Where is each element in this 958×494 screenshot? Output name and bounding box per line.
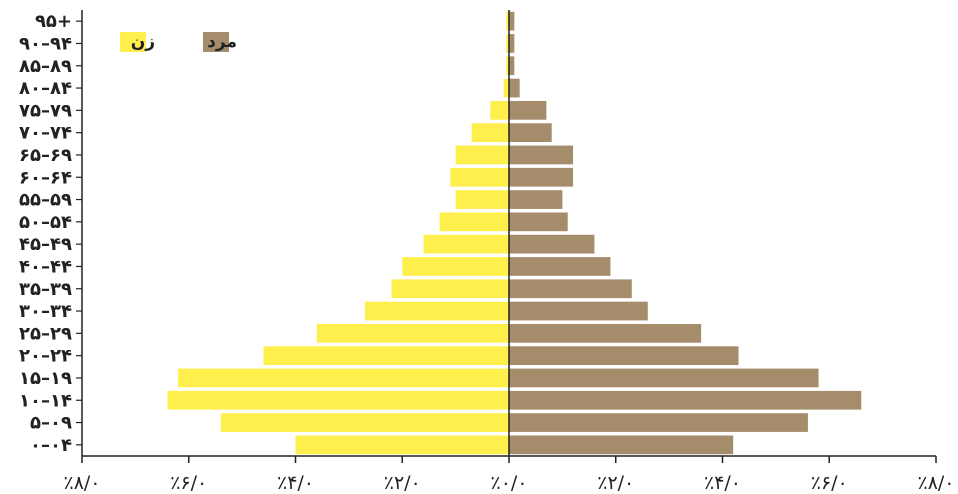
bar-female-15 — [490, 100, 509, 120]
y-tick-label-15: ۷۵–۷۹ — [19, 100, 72, 121]
x-tick-label-3: ٪۲/۰ — [384, 472, 421, 494]
bar-male-15 — [509, 100, 547, 120]
bar-male-12 — [509, 167, 574, 187]
bar-male-7 — [509, 279, 632, 299]
bar-male-5 — [509, 323, 702, 343]
bar-male-1 — [509, 413, 808, 432]
y-tick-label-13: ۶۵–۶۹ — [19, 145, 72, 166]
bar-female-3 — [178, 368, 509, 388]
bar-male-4 — [509, 346, 739, 366]
x-tick-label-1: ٪۶/۰ — [170, 472, 207, 494]
x-tick-label-4: ٪۰/۰ — [490, 472, 527, 494]
y-tick-label-3: ۱۵–۱۹ — [19, 368, 72, 389]
bar-male-2 — [509, 390, 862, 410]
x-tick-label-6: ٪۴/۰ — [704, 472, 741, 494]
bars-group — [167, 11, 862, 455]
bar-male-9 — [509, 234, 595, 254]
y-tick-label-6: ۳۰–۳۴ — [19, 301, 72, 322]
y-tick-label-5: ۲۵–۲۹ — [19, 323, 72, 344]
bar-female-8 — [402, 257, 509, 276]
y-tick-label-7: ۳۵–۳۹ — [19, 279, 72, 300]
y-tick-label-10: ۵۰–۵۴ — [19, 212, 72, 233]
bar-female-2 — [167, 390, 509, 410]
bar-male-6 — [509, 301, 648, 321]
y-tick-label-4: ۲۰–۲۴ — [19, 346, 72, 367]
x-tick-label-8: ٪۸/۰ — [917, 472, 954, 494]
y-tick-label-18: ۹۰–۹۴ — [19, 33, 72, 54]
age-group-labels: ۰–۰۴۵–۰۹۱۰–۱۴۱۵–۱۹۲۰–۲۴۲۵–۲۹۳۰–۳۴۳۵–۳۹۴۰… — [19, 11, 72, 456]
bar-female-17 — [506, 56, 509, 76]
x-tick-label-7: ٪۶/۰ — [811, 472, 848, 494]
bar-male-0 — [509, 435, 734, 455]
bar-male-8 — [509, 257, 611, 276]
bar-female-19 — [506, 11, 509, 31]
y-tick-label-16: ۸۰–۸۴ — [19, 78, 72, 99]
y-tick-label-11: ۵۵–۵۹ — [19, 190, 72, 211]
bar-female-4 — [263, 346, 509, 366]
bar-female-14 — [471, 123, 509, 143]
bar-male-14 — [509, 123, 552, 143]
x-tick-label-5: ٪۲/۰ — [597, 472, 634, 494]
legend-swatch-female — [120, 32, 146, 52]
bar-male-17 — [509, 56, 515, 76]
bar-female-0 — [295, 435, 509, 455]
bar-male-18 — [509, 34, 515, 53]
axes-group — [76, 10, 937, 463]
y-tick-label-14: ۷۰–۷۴ — [19, 123, 72, 144]
bar-female-18 — [506, 34, 509, 53]
bar-female-6 — [364, 301, 509, 321]
bar-male-16 — [509, 78, 520, 98]
legend-swatch-male — [203, 32, 229, 52]
legend: مرد زن — [120, 32, 237, 52]
y-tick-label-9: ۴۵–۴۹ — [19, 234, 72, 255]
x-tick-label-0: ٪۸/۰ — [63, 472, 100, 494]
x-tick-label-2: ٪۴/۰ — [277, 472, 314, 494]
y-tick-label-8: ۴۰–۴۴ — [19, 256, 72, 277]
bar-female-1 — [220, 413, 509, 432]
y-tick-label-2: ۱۰–۱۴ — [19, 390, 72, 411]
legend-label-female: زن — [131, 32, 155, 52]
bar-male-19 — [509, 11, 515, 31]
bar-female-10 — [439, 212, 509, 232]
y-tick-label-1: ۵–۰۹ — [30, 413, 72, 434]
bar-female-11 — [455, 190, 509, 209]
bar-male-10 — [509, 212, 568, 232]
bar-female-13 — [455, 145, 509, 165]
legend-label-male: مرد — [207, 32, 237, 52]
y-tick-label-0: ۰–۰۴ — [30, 435, 72, 456]
y-tick-label-19: ۹۵+ — [35, 11, 72, 32]
bar-female-12 — [450, 167, 509, 187]
bar-male-3 — [509, 368, 819, 388]
y-tick-label-12: ۶۰–۶۴ — [19, 167, 72, 188]
bar-female-5 — [316, 323, 509, 343]
bar-female-9 — [423, 234, 509, 254]
bar-female-16 — [503, 78, 509, 98]
x-tick-labels: ٪۸/۰ ٪۶/۰ ٪۴/۰ ٪۲/۰ ٪۰/۰ ٪۲/۰ ٪۴/۰ ٪۶/۰ ٪۸/۰ — [63, 472, 954, 494]
bar-male-13 — [509, 145, 574, 165]
bar-male-11 — [509, 190, 563, 209]
bar-female-7 — [391, 279, 509, 299]
y-tick-label-17: ۸۵–۸۹ — [19, 56, 72, 77]
